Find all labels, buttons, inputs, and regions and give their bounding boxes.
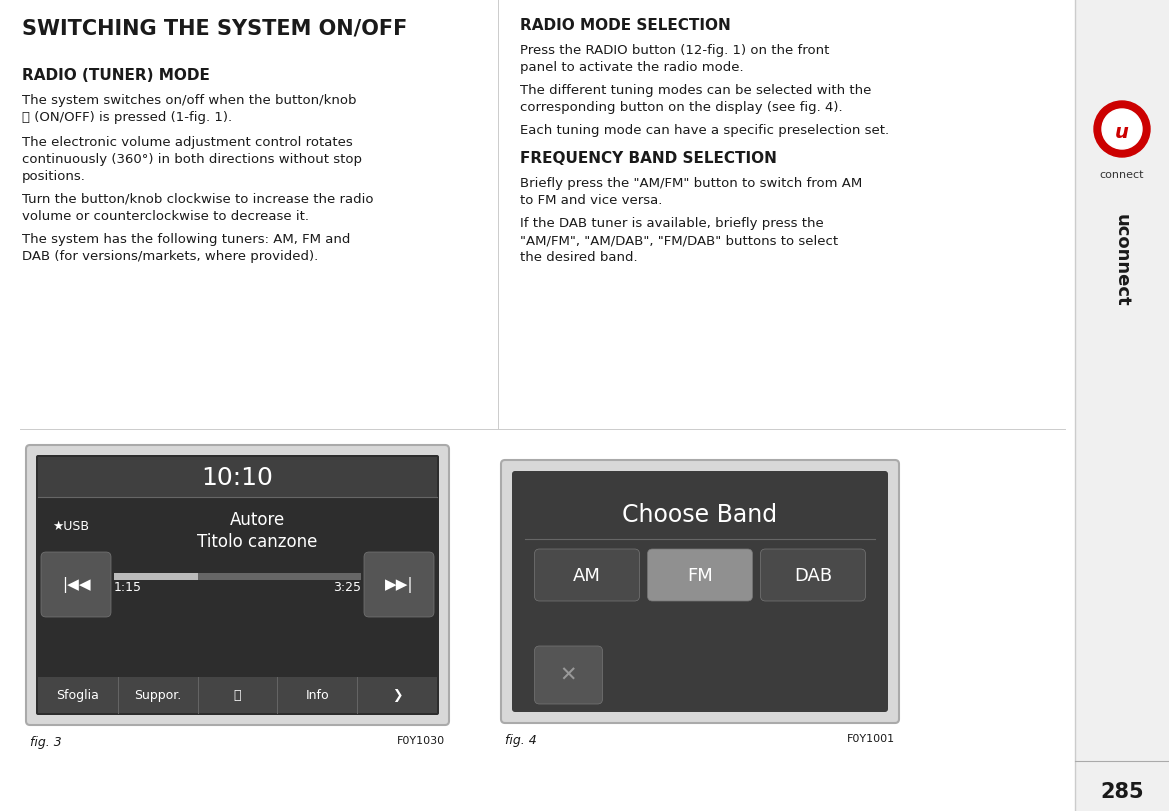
Bar (1075, 0, 1169, 811)
Text: fig. 4: fig. 4 (505, 733, 537, 746)
Text: FREQUENCY BAND SELECTION: FREQUENCY BAND SELECTION (520, 151, 777, 165)
Text: FM: FM (687, 566, 713, 584)
Text: |◀◀: |◀◀ (62, 577, 90, 593)
Text: DAB: DAB (794, 566, 832, 584)
FancyBboxPatch shape (761, 549, 865, 601)
Text: F0Y1001: F0Y1001 (846, 733, 895, 743)
Text: corresponding button on the display (see fig. 4).: corresponding button on the display (see… (520, 101, 843, 114)
Circle shape (1094, 102, 1150, 158)
Text: The electronic volume adjustment control rotates: The electronic volume adjustment control… (22, 135, 353, 148)
Text: 1:15: 1:15 (115, 581, 141, 594)
Text: SWITCHING THE SYSTEM ON/OFF: SWITCHING THE SYSTEM ON/OFF (22, 18, 407, 38)
Text: The system switches on/off when the button/knob: The system switches on/off when the butt… (22, 94, 357, 107)
Text: Choose Band: Choose Band (622, 502, 777, 526)
Text: continuously (360°) in both directions without stop: continuously (360°) in both directions w… (22, 152, 362, 165)
Text: Titolo canzone: Titolo canzone (198, 532, 318, 551)
Text: panel to activate the radio mode.: panel to activate the radio mode. (520, 61, 743, 74)
Circle shape (1102, 109, 1142, 150)
FancyBboxPatch shape (534, 549, 639, 601)
FancyBboxPatch shape (502, 461, 899, 723)
Text: The system has the following tuners: AM, FM and: The system has the following tuners: AM,… (22, 233, 351, 246)
FancyBboxPatch shape (648, 549, 753, 601)
Bar (115, 573, 361, 581)
Text: positions.: positions. (22, 169, 85, 182)
Text: RADIO (TUNER) MODE: RADIO (TUNER) MODE (22, 68, 210, 83)
Text: u: u (1115, 122, 1129, 141)
FancyBboxPatch shape (364, 552, 434, 617)
Text: Each tuning mode can have a specific preselection set.: Each tuning mode can have a specific pre… (520, 124, 890, 137)
Bar (115, 573, 198, 581)
Text: to FM and vice versa.: to FM and vice versa. (520, 194, 663, 207)
Text: RADIO MODE SELECTION: RADIO MODE SELECTION (520, 18, 731, 33)
FancyBboxPatch shape (512, 471, 888, 712)
FancyBboxPatch shape (41, 552, 111, 617)
Text: 10:10: 10:10 (201, 466, 274, 489)
Text: connect: connect (1100, 169, 1144, 180)
Bar (39, 677, 437, 713)
Text: Info: Info (305, 689, 330, 702)
Text: Autore: Autore (230, 510, 285, 528)
Text: "AM/FM", "AM/DAB", "FM/DAB" buttons to select: "AM/FM", "AM/DAB", "FM/DAB" buttons to s… (520, 234, 838, 247)
FancyBboxPatch shape (36, 456, 440, 715)
Text: volume or counterclockwise to decrease it.: volume or counterclockwise to decrease i… (22, 210, 309, 223)
Text: uconnect: uconnect (1113, 213, 1130, 306)
Text: fig. 3: fig. 3 (30, 735, 62, 748)
Text: 285: 285 (1100, 781, 1143, 801)
Text: ⏸: ⏸ (234, 689, 241, 702)
Text: F0Y1030: F0Y1030 (396, 735, 445, 745)
FancyBboxPatch shape (26, 445, 449, 725)
Text: DAB (for versions/markets, where provided).: DAB (for versions/markets, where provide… (22, 250, 318, 263)
Text: AM: AM (573, 566, 601, 584)
Bar (39, 457, 437, 497)
FancyBboxPatch shape (534, 646, 602, 704)
Text: ⓘ (ON/OFF) is pressed (1-fig. 1).: ⓘ (ON/OFF) is pressed (1-fig. 1). (22, 111, 233, 124)
Text: Turn the button/knob clockwise to increase the radio: Turn the button/knob clockwise to increa… (22, 193, 374, 206)
Text: the desired band.: the desired band. (520, 251, 637, 264)
Text: If the DAB tuner is available, briefly press the: If the DAB tuner is available, briefly p… (520, 217, 824, 230)
Text: Suppor.: Suppor. (134, 689, 181, 702)
Text: Briefly press the "AM/FM" button to switch from AM: Briefly press the "AM/FM" button to swit… (520, 177, 863, 190)
Text: The different tuning modes can be selected with the: The different tuning modes can be select… (520, 84, 871, 97)
Text: Sfoglia: Sfoglia (56, 689, 99, 702)
Text: 3:25: 3:25 (333, 581, 361, 594)
Text: Press the RADIO button (12-fig. 1) on the front: Press the RADIO button (12-fig. 1) on th… (520, 44, 829, 57)
Text: ✕: ✕ (560, 665, 577, 685)
Text: ★USB: ★USB (51, 519, 89, 532)
Text: ▶▶|: ▶▶| (385, 577, 414, 593)
Text: ❯: ❯ (392, 689, 402, 702)
